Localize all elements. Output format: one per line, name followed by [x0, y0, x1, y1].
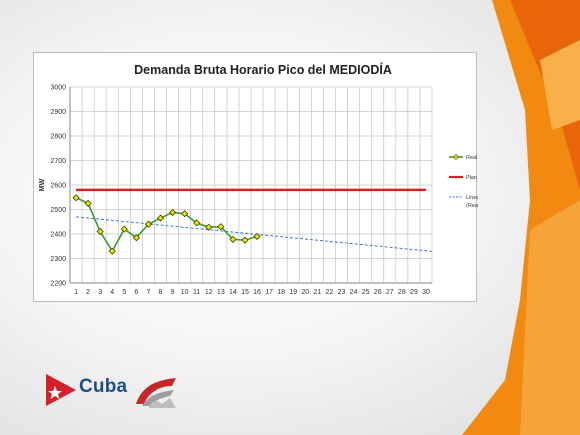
x-tick-label: 29: [410, 289, 418, 296]
x-tick-label: 27: [386, 289, 394, 296]
x-tick-label: 6: [134, 289, 138, 296]
y-tick-label: 2800: [50, 134, 66, 141]
x-tick-label: 28: [398, 289, 406, 296]
x-tick-label: 2: [86, 289, 90, 296]
y-tick-label: 2500: [50, 207, 66, 214]
x-tick-label: 16: [253, 289, 261, 296]
cuba-logo-text: Cuba: [79, 376, 128, 397]
orange-accent-shape-dark: [510, 0, 580, 190]
legend-trend-label: Lineal(Real): [466, 195, 478, 209]
real-point: [193, 219, 201, 227]
x-tick-label: 22: [326, 289, 334, 296]
emblem-logo: [136, 378, 176, 408]
y-tick-label: 2600: [50, 183, 66, 190]
x-tick-label: 14: [229, 289, 237, 296]
real-point: [217, 223, 225, 231]
real-point: [132, 234, 140, 242]
orange-accent-shape-mid: [540, 40, 580, 130]
real-series-line: [75, 197, 258, 253]
x-tick-label: 24: [350, 289, 358, 296]
real-point: [120, 225, 128, 233]
x-tick-label: 3: [98, 289, 102, 296]
x-tick-label: 4: [110, 289, 114, 296]
x-tick-label: 30: [422, 289, 430, 296]
real-point: [72, 194, 80, 202]
real-point: [169, 208, 177, 217]
x-tick-label: 7: [146, 289, 150, 296]
y-tick-label: 2400: [50, 232, 66, 239]
y-tick-label: 2200: [50, 281, 66, 288]
y-axis-label: MW: [39, 178, 46, 191]
legend-plan-label: Plan: [466, 175, 477, 181]
x-tick-label: 23: [338, 289, 346, 296]
y-tick-label: 2300: [50, 256, 66, 263]
real-point: [144, 220, 152, 228]
real-point: [84, 199, 92, 207]
x-tick-label: 10: [181, 289, 189, 296]
real-point: [253, 232, 261, 241]
x-tick-label: 18: [277, 289, 285, 296]
logo-area: Cuba: [44, 372, 184, 412]
x-tick-label: 8: [159, 289, 163, 296]
real-point: [229, 235, 237, 243]
chart-title: Demanda Bruta Horario Pico del MEDIODÍA: [134, 62, 392, 77]
chart-svg: Demanda Bruta Horario Pico del MEDIODÍA 2…: [39, 62, 478, 296]
real-point: [96, 227, 104, 236]
real-point: [205, 223, 213, 231]
chart-container: Demanda Bruta Horario Pico del MEDIODÍA 2…: [33, 52, 478, 302]
x-tick-label: 12: [205, 289, 213, 296]
legend-real-label: Real: [466, 155, 477, 161]
x-tick-label: 11: [193, 289, 200, 296]
real-point: [108, 247, 116, 255]
x-tick-label: 25: [362, 289, 370, 296]
real-point: [181, 210, 189, 218]
y-tick-label: 2700: [50, 158, 66, 165]
legend-real-marker: [453, 154, 459, 160]
x-tick-label: 1: [74, 289, 78, 296]
x-tick-label: 5: [122, 289, 126, 296]
y-tick-label: 2900: [50, 109, 66, 116]
real-point: [241, 236, 249, 244]
x-tick-label: 20: [301, 289, 309, 296]
x-tick-label: 13: [217, 289, 225, 296]
real-point: [156, 214, 165, 222]
x-tick-label: 9: [171, 289, 175, 296]
x-tick-label: 21: [313, 289, 321, 296]
cuba-flag-logo: [46, 374, 176, 408]
x-tick-label: 19: [289, 289, 297, 296]
x-tick-label: 15: [241, 289, 249, 296]
x-tick-label: 17: [265, 289, 273, 296]
orange-accent-shape-light: [520, 200, 580, 435]
y-tick-label: 3000: [50, 85, 66, 92]
x-tick-label: 26: [374, 289, 382, 296]
